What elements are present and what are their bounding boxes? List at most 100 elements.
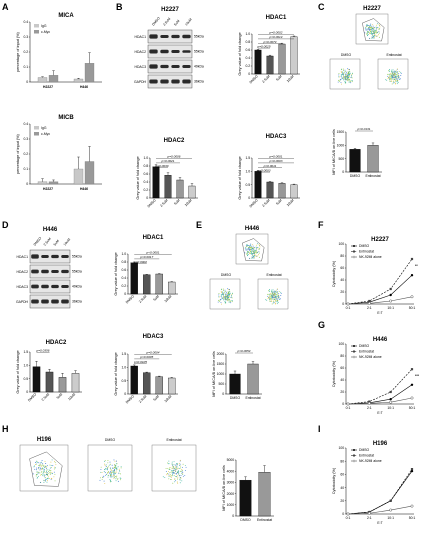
flow-title: H446 [245,226,260,232]
bar-igg [37,181,48,185]
flow-dot [373,37,375,39]
blot-band [51,270,59,273]
flow-dot [392,82,394,84]
point-nk [367,301,371,305]
flow-dot [175,469,177,471]
flow-dot [367,32,369,34]
flow-dot [168,460,170,462]
flow-dot [55,467,56,469]
y-tick-label: 1.5 [245,156,250,160]
chart-b-hdac3: 0 0.5 1.0 1.5 HDAC3 Grey value of fold change… [238,134,300,208]
bar-cmyc [84,63,95,83]
y-tick-label: 0.2 [143,188,148,192]
flow-dot [375,32,377,34]
flow-dot [179,463,181,465]
lane-label: 10uM [63,237,72,246]
flow-dot [390,75,392,76]
flow-dot [267,293,269,295]
flow-dot [390,80,392,82]
flow-dot [393,73,395,75]
flow-dot [275,303,276,305]
flow-dot [218,294,220,296]
y-tick-label: 0.4 [23,20,28,24]
bar [130,262,138,295]
x-tick-label: 50:1 [409,406,416,410]
flow-dot [267,297,269,299]
y-tick-label: 1.0 [143,156,148,160]
flow-dot [226,293,228,295]
x-tick-label: DMSO [350,174,361,178]
flow-dot [222,294,224,296]
flow-dot [249,253,251,255]
flow-dot [171,472,173,474]
y-tick-label: 3000 [227,481,235,485]
flow-dot [274,299,276,300]
legend-marker [353,449,355,451]
flow-dot [39,463,41,465]
flow-dot [253,247,255,248]
flow-dot [386,79,388,81]
flow-dot [176,468,178,470]
x-tick-label: 0:1 [346,516,351,520]
protein-label: GAPDH [134,80,147,84]
flow-dot [395,79,397,81]
flow-dot [224,296,226,298]
flow-dot [252,256,254,258]
flow-dot [223,292,225,294]
kda-label: 55kDa [194,35,204,39]
flow-dot [252,256,254,258]
flow-dot [51,472,53,474]
x-tick-label: 10uM [184,198,193,207]
flow-dot [273,291,275,293]
flow-dot [37,473,39,475]
flow-dot [269,296,271,298]
flow-dot [175,467,177,469]
flow-dot [230,292,231,294]
flow-dot [347,72,349,74]
blot-band [41,269,49,274]
x-tick-label: 2.5uM [261,198,271,208]
flow-dot [344,69,346,71]
legend-label: DMSO [359,448,370,452]
flow-dot [47,474,48,476]
blot-band [182,65,191,68]
flow-dot [120,477,122,479]
x-tick-label: 2.5uM [138,394,148,404]
y-tick-label: 4000 [227,469,235,473]
blot-row [29,264,71,279]
flow-dot [387,77,389,79]
flow-dot [43,481,45,483]
flow-dot [371,37,373,39]
flow-dot [395,83,396,85]
chart-b-hdac2: 0 0.2 0.4 0.6 0.8 1.0 HDAC2 Grey value of fold … [136,138,198,208]
flow-dot [274,300,276,302]
blot-band [160,79,169,84]
bar [155,376,163,395]
flow-dot [391,76,393,78]
flow-dot [272,289,274,291]
flow-dot [368,25,369,26]
flow-dot [348,74,350,76]
flow-dot [173,469,175,471]
flow-dot [395,73,397,75]
flow-dot [277,296,279,298]
flow-dot [44,466,46,468]
bar [176,179,184,199]
flow-dot [371,33,373,35]
flow-dot [248,249,250,251]
point-nk [410,504,414,508]
flow-dot [229,296,230,298]
flow-dot [272,294,274,296]
blot-band [31,284,39,289]
flow-dot [171,475,173,477]
legend-label: Entinostat [359,250,374,254]
flow-dot [113,473,114,475]
flow-dot [222,292,223,294]
blot-band [41,255,49,258]
y-tick-label: 0.1 [23,167,28,171]
flow-dot [224,298,226,300]
flow-dot [276,293,278,295]
flow-dot [249,257,251,259]
panel-label-g: G [318,320,325,330]
flow-dot [396,71,398,72]
